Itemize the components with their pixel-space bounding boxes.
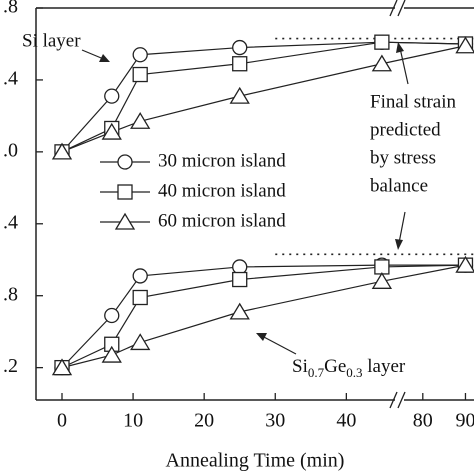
arrow-head xyxy=(256,333,267,341)
marker xyxy=(104,88,120,104)
marker xyxy=(132,47,148,63)
marker xyxy=(130,333,151,351)
x-tick-label: 0 xyxy=(57,410,67,432)
y-tick-label: .8 xyxy=(3,283,18,305)
y-tick-label: .8 xyxy=(3,0,18,18)
annotation: Si layer xyxy=(22,30,81,51)
marker xyxy=(101,345,122,363)
annotation: Si0.7Ge0.3 layer xyxy=(292,356,406,380)
marker xyxy=(374,259,390,275)
annotation: by stress xyxy=(370,147,436,168)
annotation-part: Si xyxy=(292,356,308,377)
legend-label: 40 micron island xyxy=(158,180,286,201)
series-line xyxy=(61,41,466,153)
axis-break xyxy=(397,0,406,17)
marker xyxy=(132,66,148,83)
annotation-arrow xyxy=(261,335,297,355)
marker xyxy=(51,142,73,160)
annotation-arrow xyxy=(399,47,409,85)
marker xyxy=(232,271,248,288)
marker xyxy=(371,54,393,72)
y-tick-label: .4 xyxy=(3,68,18,90)
annotation: Final strain xyxy=(370,91,457,112)
x-tick-label: 30 xyxy=(265,410,285,432)
marker xyxy=(374,34,390,50)
annotation-part: Ge xyxy=(324,356,346,377)
marker xyxy=(132,289,148,306)
annotation-part: 0.7 xyxy=(308,365,325,380)
axis-break xyxy=(389,0,398,17)
legend-label: 30 micron island xyxy=(158,150,286,171)
marker xyxy=(232,39,248,56)
series-line xyxy=(61,264,466,369)
arrow-head xyxy=(395,239,403,250)
x-tick-label: 90 xyxy=(455,410,474,432)
legend-marker xyxy=(117,184,133,200)
y-tick-label: .4 xyxy=(3,211,18,233)
x-tick-label: 40 xyxy=(336,410,356,432)
axis-break xyxy=(389,391,398,409)
marker xyxy=(229,86,250,104)
annotation-part: 0.3 xyxy=(346,365,362,380)
series-line xyxy=(61,45,466,153)
legend-marker xyxy=(117,154,133,170)
legend-label: 60 micron island xyxy=(158,210,286,231)
annotation: predicted xyxy=(370,119,441,140)
series-line xyxy=(61,264,466,369)
marker xyxy=(51,358,73,376)
marker xyxy=(104,307,120,324)
marker xyxy=(455,255,474,273)
arrow-head xyxy=(99,54,110,62)
marker xyxy=(455,36,474,54)
axis-break xyxy=(397,391,406,409)
marker xyxy=(132,268,148,284)
marker xyxy=(101,122,122,140)
x-tick-label: 10 xyxy=(123,410,143,432)
marker xyxy=(232,56,248,72)
marker xyxy=(371,272,393,289)
marker xyxy=(130,112,151,129)
x-tick-label: 20 xyxy=(194,410,214,432)
legend-marker xyxy=(114,212,136,230)
annotation: balance xyxy=(370,175,428,196)
arrow-head xyxy=(396,42,404,53)
marker xyxy=(232,259,248,275)
x-axis-label: Annealing Time (min) xyxy=(166,450,345,472)
series-line xyxy=(61,264,466,369)
annotation-part: layer xyxy=(363,356,406,377)
y-tick-label: .0 xyxy=(3,139,18,161)
x-tick-label: 80 xyxy=(413,410,433,432)
y-tick-label: .2 xyxy=(3,355,18,377)
marker xyxy=(229,302,250,320)
annotation-arrow xyxy=(398,211,406,244)
